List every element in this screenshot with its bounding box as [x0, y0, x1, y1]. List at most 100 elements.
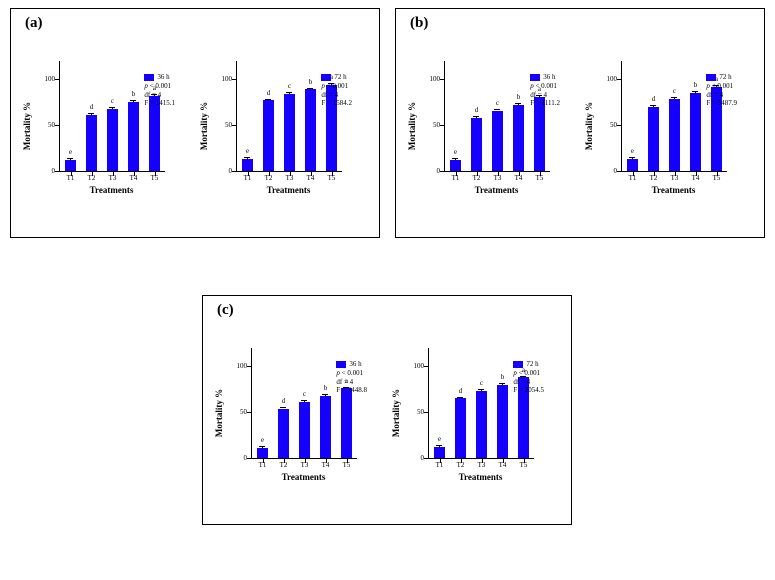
bar: e — [627, 61, 639, 171]
bar: e — [450, 61, 462, 171]
bar-body — [492, 111, 504, 172]
chart-b-1: Mortality %Treatments050100eT1dT2cT3bT4a… — [591, 51, 741, 201]
legend-series: 36 h — [336, 360, 367, 369]
error-cap — [322, 394, 328, 395]
legend-df: df = 4 — [706, 91, 737, 100]
y-axis-title: Mortality % — [584, 102, 594, 150]
x-tick-label: T3 — [109, 174, 117, 182]
significance-letter: e — [261, 436, 264, 444]
error-cap — [629, 157, 635, 158]
y-tick-label: 100 — [599, 75, 617, 83]
legend-time: 36 h — [543, 73, 555, 82]
bar: d — [278, 348, 290, 458]
y-tick-label: 100 — [214, 75, 232, 83]
x-tick-label: T2 — [457, 461, 465, 469]
legend-time: 72 h — [334, 73, 346, 82]
y-tick — [55, 171, 60, 172]
y-tick-label: 0 — [214, 167, 232, 175]
y-tick — [232, 125, 237, 126]
legend-p: p < 0.001 — [321, 82, 352, 91]
x-axis-title: Treatments — [621, 185, 726, 195]
bar-body — [627, 159, 639, 171]
x-tick-label: T1 — [259, 461, 267, 469]
chart-b-0: Mortality %Treatments050100eT1dT2cT3bT4a… — [414, 51, 564, 201]
panel-b: (b)Mortality %Treatments050100eT1dT2cT3b… — [395, 8, 765, 238]
bar-body — [86, 115, 98, 171]
chart-a-0: Mortality %Treatments050100eT1dT2cT3bT4a… — [29, 51, 179, 201]
panel-a: (a)Mortality %Treatments050100eT1dT2cT3b… — [10, 8, 380, 238]
legend-swatch — [706, 74, 716, 81]
bar-body — [305, 89, 317, 171]
significance-letter: d — [90, 103, 94, 111]
y-tick-label: 100 — [406, 362, 424, 370]
y-tick — [247, 458, 252, 459]
y-tick — [440, 171, 445, 172]
x-tick-label: T4 — [499, 461, 507, 469]
bar: b — [305, 61, 317, 171]
x-tick-label: T4 — [322, 461, 330, 469]
y-axis-title: Mortality % — [391, 389, 401, 437]
bar: b — [690, 61, 702, 171]
legend-df: df = 4 — [144, 91, 175, 100]
y-tick — [247, 366, 252, 367]
significance-letter: c — [111, 97, 114, 105]
y-tick-label: 50 — [214, 121, 232, 129]
error-cap — [692, 91, 698, 92]
error-cap — [259, 446, 265, 447]
y-tick — [617, 79, 622, 80]
y-tick-label: 50 — [422, 121, 440, 129]
legend-time: 72 h — [526, 360, 538, 369]
y-axis-title: Mortality % — [214, 389, 224, 437]
legend-series: 36 h — [144, 73, 175, 82]
bar-body — [242, 159, 254, 171]
legend: 72 hp < 0.001df = 4F = 1584.2 — [321, 73, 352, 108]
significance-letter: e — [438, 435, 441, 443]
error-cap — [494, 109, 500, 110]
error-cap — [307, 88, 313, 89]
error-cap — [301, 400, 307, 401]
legend-swatch — [513, 361, 523, 368]
y-tick-label: 50 — [406, 408, 424, 416]
legend-time: 36 h — [157, 73, 169, 82]
y-tick-label: 50 — [37, 121, 55, 129]
y-tick-label: 0 — [229, 454, 247, 462]
y-tick — [424, 458, 429, 459]
legend: 36 hp < 0.001df = 4F = 1415.1 — [144, 73, 175, 108]
x-tick-label: T4 — [515, 174, 523, 182]
significance-letter: d — [475, 106, 479, 114]
y-tick — [440, 79, 445, 80]
x-tick-label: T4 — [307, 174, 315, 182]
bar: b — [128, 61, 140, 171]
x-tick-label: T1 — [452, 174, 460, 182]
y-tick-label: 0 — [422, 167, 440, 175]
bar: d — [86, 61, 98, 171]
y-tick — [424, 366, 429, 367]
chart-c-0: Mortality %Treatments050100eT1dT2cT3bT4a… — [221, 338, 371, 488]
bar: d — [648, 61, 660, 171]
y-tick — [55, 79, 60, 80]
y-tick — [232, 79, 237, 80]
error-cap — [478, 389, 484, 390]
y-tick — [55, 125, 60, 126]
x-tick-label: T5 — [520, 461, 528, 469]
error-cap — [280, 407, 286, 408]
bar: c — [107, 61, 119, 171]
legend-F: F = 1111.2 — [530, 99, 560, 108]
x-axis-title: Treatments — [236, 185, 341, 195]
x-tick-label: T3 — [301, 461, 309, 469]
significance-letter: c — [303, 390, 306, 398]
panel-label-c: (c) — [217, 302, 234, 319]
significance-letter: e — [69, 148, 72, 156]
legend-p: p < 0.001 — [530, 82, 560, 91]
x-tick-label: T3 — [478, 461, 486, 469]
significance-letter: e — [454, 148, 457, 156]
bar-body — [455, 398, 467, 458]
significance-letter: d — [459, 387, 463, 395]
x-tick-label: T4 — [130, 174, 138, 182]
legend-p: p < 0.001 — [513, 369, 544, 378]
bar-body — [471, 118, 483, 171]
bar-body — [299, 402, 311, 458]
x-axis-title: Treatments — [428, 472, 533, 482]
x-tick-label: T3 — [671, 174, 679, 182]
y-tick — [424, 412, 429, 413]
